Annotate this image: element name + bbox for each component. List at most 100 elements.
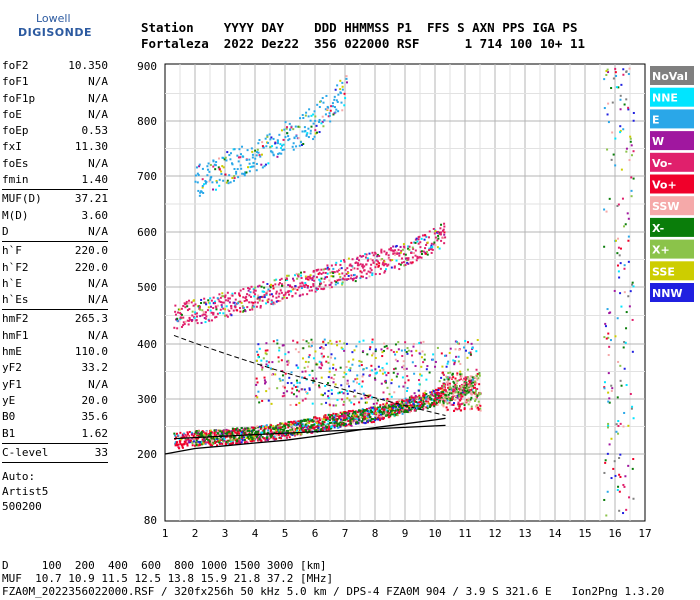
- echo-point: [425, 400, 428, 403]
- interference-point: [632, 497, 635, 500]
- echo-point: [182, 433, 185, 436]
- echo-point: [439, 401, 442, 404]
- echo-point: [330, 105, 333, 108]
- critical-echo-point: [469, 381, 472, 384]
- echo-point: [305, 425, 308, 428]
- echo-point: [378, 417, 381, 420]
- echo-point: [355, 275, 358, 278]
- echo-point: [412, 401, 415, 404]
- critical-echo-point: [460, 385, 463, 388]
- echo-point: [246, 306, 249, 309]
- echo-point: [283, 148, 286, 151]
- echo-point: [364, 413, 367, 416]
- echo-point: [323, 421, 326, 424]
- echo-point: [354, 412, 357, 415]
- spread-f-point: [323, 392, 326, 395]
- critical-echo-point: [463, 408, 466, 411]
- spread-f-point: [265, 342, 268, 345]
- echo-point: [324, 108, 327, 111]
- echo-point: [192, 299, 195, 302]
- spread-f-point: [395, 350, 398, 353]
- echo-point: [217, 433, 220, 436]
- echo-point: [400, 410, 403, 413]
- spread-f-point: [278, 349, 281, 352]
- echo-point: [275, 427, 278, 430]
- spread-f-point: [404, 381, 407, 384]
- echo-point: [280, 152, 283, 155]
- echo-point: [388, 258, 391, 261]
- echo-point: [440, 223, 443, 226]
- echo-point: [318, 100, 321, 103]
- interference-point: [623, 225, 626, 228]
- echo-point: [284, 427, 287, 430]
- echo-point: [334, 263, 337, 266]
- echo-point: [300, 285, 303, 288]
- spread-f-point: [385, 374, 388, 377]
- echo-point: [336, 270, 339, 273]
- echo-point: [242, 155, 245, 158]
- echo-point: [443, 225, 446, 228]
- echo-point: [376, 408, 379, 411]
- interference-point: [620, 305, 623, 308]
- echo-point: [417, 395, 420, 398]
- spread-f-point: [395, 402, 398, 405]
- echo-point: [410, 262, 413, 265]
- echo-point: [350, 415, 353, 418]
- echo-point: [320, 122, 323, 125]
- param-value: 10.350: [68, 59, 108, 72]
- echo-point: [298, 126, 301, 129]
- echo-point: [413, 252, 416, 255]
- spread-f-point: [343, 371, 346, 374]
- x-tick-label: 17: [638, 527, 651, 540]
- echo-point: [328, 268, 331, 271]
- echo-point: [398, 262, 401, 265]
- echo-point: [416, 397, 419, 400]
- echo-point: [401, 257, 404, 260]
- x-tick-label: 6: [312, 527, 319, 540]
- critical-echo-point: [449, 397, 452, 400]
- echo-point: [432, 403, 435, 406]
- critical-echo-point: [449, 403, 452, 406]
- echo-point: [236, 438, 239, 441]
- echo-point: [320, 287, 323, 290]
- echo-point: [237, 300, 240, 303]
- echo-point: [194, 311, 197, 314]
- echo-point: [467, 391, 470, 394]
- echo-point: [291, 430, 294, 433]
- echo-point: [372, 261, 375, 264]
- echo-point: [198, 305, 201, 308]
- spread-f-point: [364, 396, 367, 399]
- spread-f-point: [327, 361, 330, 364]
- echo-point: [328, 279, 331, 282]
- param-value: 33: [94, 445, 108, 459]
- spread-f-point: [301, 370, 304, 373]
- echo-point: [251, 150, 254, 153]
- echo-point: [234, 428, 237, 431]
- interference-point: [604, 325, 607, 328]
- critical-echo-point: [456, 387, 459, 390]
- echo-point: [220, 170, 223, 173]
- critical-echo-point: [461, 402, 464, 405]
- echo-point: [379, 409, 382, 412]
- echo-point: [260, 153, 263, 156]
- critical-echo-point: [460, 375, 463, 378]
- echo-point: [357, 409, 360, 412]
- echo-point: [309, 132, 312, 135]
- spread-f-point: [406, 375, 409, 378]
- echo-point: [209, 431, 212, 434]
- spread-f-point: [440, 398, 443, 401]
- echo-point: [291, 428, 294, 431]
- echo-point: [279, 425, 282, 428]
- echo-point: [314, 115, 317, 118]
- echo-point: [285, 297, 288, 300]
- echo-point: [201, 167, 204, 170]
- critical-echo-point: [479, 404, 482, 407]
- spread-f-point: [326, 382, 329, 385]
- echo-point: [459, 388, 462, 391]
- echo-point: [367, 419, 370, 422]
- echo-point: [246, 436, 249, 439]
- echo-point: [280, 129, 283, 132]
- footer-distance: D 100 200 400 600 800 1000 1500 3000 [km…: [2, 559, 327, 572]
- spread-f-point: [260, 359, 263, 362]
- echo-point: [335, 99, 338, 102]
